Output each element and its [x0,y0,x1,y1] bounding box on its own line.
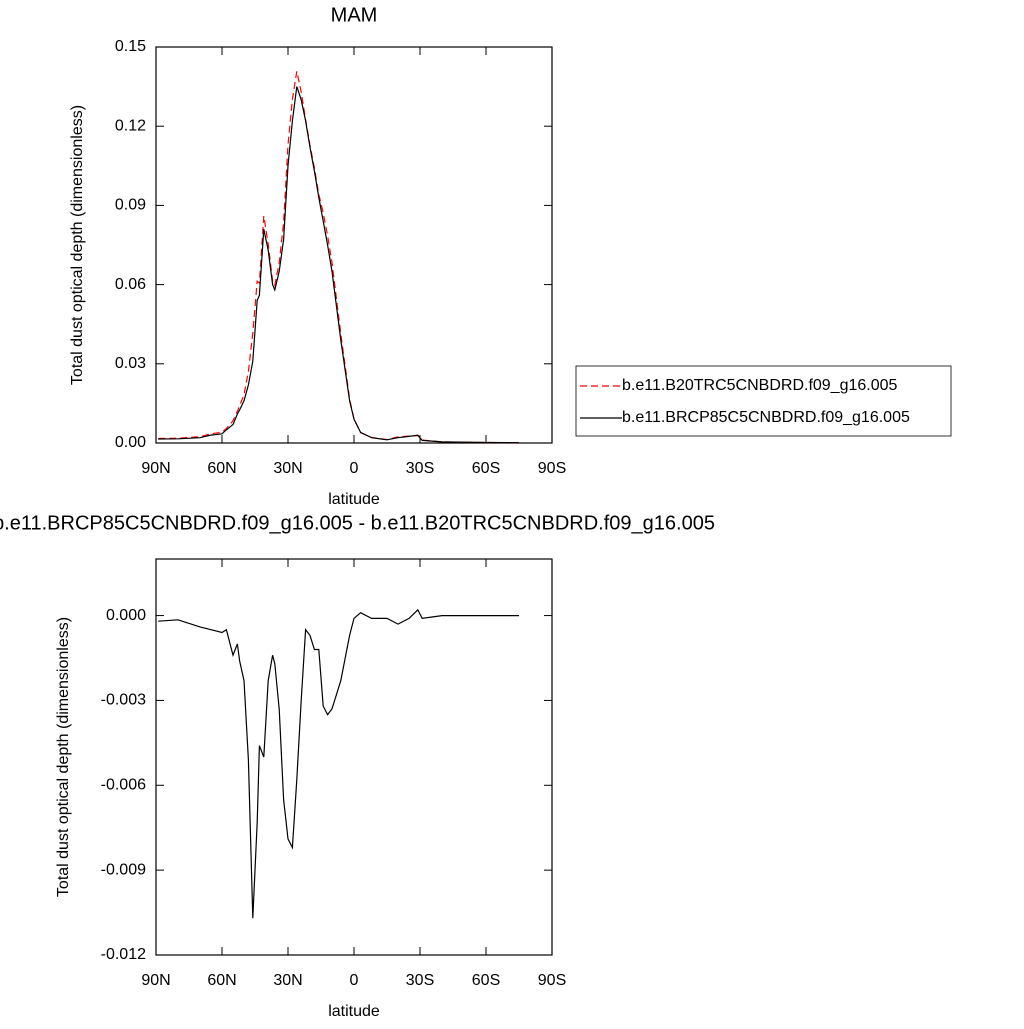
chart-title: b.e11.BRCP85C5CNBDRD.f09_g16.005 - b.e11… [0,512,715,534]
legend-box [575,365,952,437]
x-tick-label: 60S [472,460,500,477]
y-tick-label: -0.006 [101,777,146,794]
x-tick-label: 30N [273,460,302,477]
x-tick-label: 0 [350,460,359,477]
legend-label: b.e11.B20TRC5CNBDRD.f09_g16.005 [622,377,898,394]
x-tick-label: 30S [406,460,434,477]
x-tick-label: 90N [141,972,170,989]
y-tick-label: -0.003 [101,692,146,709]
data-line [158,86,520,444]
y-axis-label: Total dust optical depth (dimensionless) [55,617,72,897]
y-tick-label: -0.009 [101,861,146,878]
x-tick-label: 0 [350,972,359,989]
plot-frame [155,558,553,956]
x-tick-label: 30N [273,972,302,989]
data-line [158,71,520,444]
y-tick-label: 0.03 [115,355,146,372]
x-tick-label: 60S [472,972,500,989]
x-tick-label: 60N [207,972,236,989]
x-tick-label: 60N [207,460,236,477]
y-tick-label: 0.09 [115,197,146,214]
x-tick-label: 90N [141,460,170,477]
y-tick-label: 0.12 [115,117,146,134]
y-tick-label: 0.000 [106,607,146,624]
legend-label: b.e11.BRCP85C5CNBDRD.f09_g16.005 [622,409,910,426]
x-axis-label: latitude [328,1003,380,1020]
y-tick-label: -0.012 [101,946,146,963]
data-line [158,608,519,919]
y-tick-label: 0.00 [115,434,146,451]
y-tick-label: 0.06 [115,276,146,293]
x-axis-label: latitude [328,491,380,508]
x-tick-label: 90S [538,460,566,477]
y-tick-label: 0.15 [115,38,146,55]
x-tick-label: 90S [538,972,566,989]
x-tick-label: 30S [406,972,434,989]
plot-frame [155,46,553,444]
chart-title: MAM [331,4,378,26]
y-axis-label: Total dust optical depth (dimensionless) [69,105,86,385]
